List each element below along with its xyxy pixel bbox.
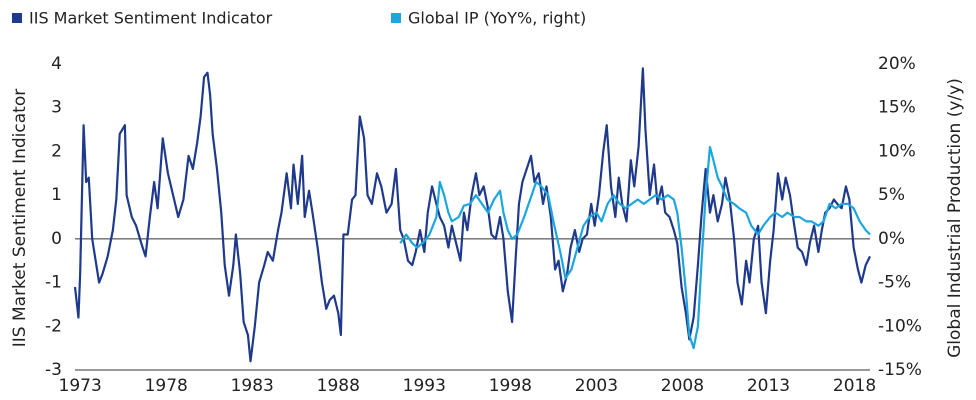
y2-tick-label: -15% <box>878 360 922 380</box>
x-tick-label: 1993 <box>403 376 446 396</box>
series-line <box>73 67 871 363</box>
y-tick-label: -2 <box>45 316 62 336</box>
y-tick-label: -1 <box>45 273 62 293</box>
y2-tick-label: 15% <box>878 98 916 118</box>
x-tick-label: 2018 <box>833 376 876 396</box>
y-tick-label: 0 <box>51 229 62 249</box>
x-tick-label: 1998 <box>489 376 532 396</box>
legend-label: IIS Market Sentiment Indicator <box>29 9 273 28</box>
y-tick-label: 4 <box>51 54 62 74</box>
y2-tick-label: -10% <box>878 316 922 336</box>
y2-tick-label: 20% <box>878 54 916 74</box>
legend-swatch <box>12 13 22 23</box>
x-tick-label: 1988 <box>317 376 360 396</box>
y-tick-label: 3 <box>51 98 62 118</box>
y2-tick-label: -5% <box>878 273 911 293</box>
x-tick-label: 2008 <box>661 376 704 396</box>
x-tick-label: 2013 <box>747 376 790 396</box>
y2-axis-title: Global Industrial Production (y/y) <box>945 78 965 358</box>
legend-label: Global IP (YoY%, right) <box>408 9 586 28</box>
y-tick-label: -3 <box>45 360 62 380</box>
y2-tick-label: 5% <box>878 185 905 205</box>
x-tick-label: 1983 <box>231 376 274 396</box>
y2-tick-label: 10% <box>878 141 916 161</box>
y-axis-title: IIS Market Sentiment Indicator <box>10 89 30 347</box>
y-tick-label: 2 <box>51 141 62 161</box>
x-tick-label: 2003 <box>575 376 618 396</box>
x-tick-label: 1973 <box>59 376 102 396</box>
x-tick-label: 1978 <box>145 376 188 396</box>
y2-tick-label: 0% <box>878 229 905 249</box>
y-tick-label: 1 <box>51 185 62 205</box>
legend-swatch <box>391 13 401 23</box>
series-line <box>399 145 871 350</box>
